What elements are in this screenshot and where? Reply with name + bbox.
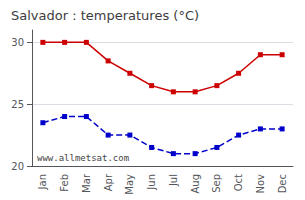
svg-text:Mar: Mar — [81, 173, 92, 193]
svg-text:20: 20 — [11, 161, 24, 172]
svg-text:Jul: Jul — [168, 174, 179, 187]
svg-text:Feb: Feb — [59, 174, 70, 192]
svg-text:Jun: Jun — [146, 174, 157, 191]
svg-text:Oct: Oct — [233, 174, 244, 191]
svg-text:Jan: Jan — [37, 174, 48, 190]
svg-text:May: May — [124, 174, 135, 195]
svg-text:Aug: Aug — [190, 174, 201, 194]
svg-text:Apr: Apr — [103, 173, 114, 191]
svg-text:25: 25 — [11, 99, 24, 110]
svg-text:Nov: Nov — [255, 174, 266, 194]
svg-text:Salvador : temperatures (°C): Salvador : temperatures (°C) — [11, 8, 199, 23]
svg-text:Sep: Sep — [211, 174, 222, 193]
svg-text:Dec: Dec — [277, 174, 288, 193]
svg-text:30: 30 — [11, 37, 24, 48]
svg-text:www.allmetsat.com: www.allmetsat.com — [37, 153, 129, 163]
